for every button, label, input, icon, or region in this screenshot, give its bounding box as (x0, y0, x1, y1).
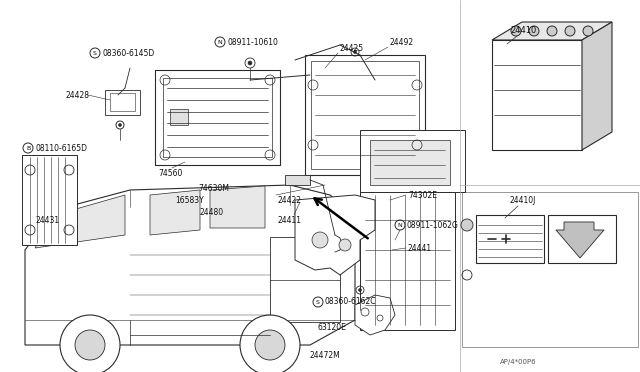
Text: 08360-6145D: 08360-6145D (102, 48, 154, 58)
Bar (110, 93, 135, 111)
Circle shape (529, 26, 539, 36)
Text: 08911-1062G: 08911-1062G (407, 221, 459, 230)
Bar (285, 175, 310, 185)
Circle shape (339, 239, 351, 251)
Text: 08360-6162C: 08360-6162C (325, 298, 376, 307)
Text: 24480: 24480 (200, 208, 224, 217)
Text: N: N (397, 222, 403, 228)
Bar (492, 40, 582, 150)
Text: 24425: 24425 (340, 44, 364, 52)
Circle shape (461, 219, 473, 231)
Text: 74630M: 74630M (198, 183, 229, 192)
Bar (548, 215, 616, 263)
Text: 24428: 24428 (65, 90, 89, 99)
Text: 24411: 24411 (278, 215, 302, 224)
Bar (170, 109, 188, 125)
Bar (270, 237, 340, 322)
Bar (155, 70, 280, 165)
Circle shape (248, 61, 252, 65)
Text: 24492: 24492 (390, 38, 414, 46)
Text: S: S (93, 51, 97, 55)
Text: 74302E: 74302E (408, 190, 437, 199)
Bar (22, 155, 77, 245)
Bar (163, 78, 272, 157)
Circle shape (565, 26, 575, 36)
Bar (311, 61, 419, 169)
Circle shape (547, 26, 557, 36)
Polygon shape (25, 185, 355, 345)
Bar (360, 130, 465, 192)
Circle shape (312, 232, 328, 248)
Text: 08110-6165D: 08110-6165D (35, 144, 87, 153)
Bar (370, 140, 450, 185)
Circle shape (511, 26, 521, 36)
Circle shape (75, 330, 105, 360)
Circle shape (240, 315, 300, 372)
Text: 24472M: 24472M (310, 350, 340, 359)
Text: 24410: 24410 (510, 26, 536, 35)
Polygon shape (150, 190, 200, 235)
Polygon shape (556, 222, 604, 258)
Polygon shape (355, 295, 395, 335)
Bar (360, 190, 455, 330)
Polygon shape (582, 22, 612, 150)
Bar (105, 90, 140, 115)
Bar (476, 215, 544, 263)
Text: AP/4*00P6: AP/4*00P6 (500, 359, 536, 365)
Text: 63120E: 63120E (318, 324, 347, 333)
Polygon shape (492, 22, 612, 40)
Circle shape (255, 330, 285, 360)
Text: 08911-10610: 08911-10610 (227, 38, 278, 46)
Polygon shape (210, 186, 265, 228)
Text: B: B (26, 145, 30, 151)
Polygon shape (295, 195, 375, 275)
Text: N: N (218, 39, 222, 45)
Bar (305, 55, 425, 175)
Polygon shape (35, 195, 125, 248)
Circle shape (353, 51, 356, 54)
Text: 24410J: 24410J (510, 196, 536, 205)
Text: 24441: 24441 (408, 244, 432, 253)
Text: S: S (316, 299, 320, 305)
Text: 24422: 24422 (278, 196, 302, 205)
Circle shape (358, 289, 362, 292)
Circle shape (118, 124, 122, 126)
Text: 74560: 74560 (158, 169, 182, 177)
Text: 16583Y: 16583Y (175, 196, 204, 205)
Circle shape (60, 315, 120, 372)
Circle shape (583, 26, 593, 36)
Text: 24431: 24431 (35, 215, 59, 224)
Bar (462, 192, 638, 347)
